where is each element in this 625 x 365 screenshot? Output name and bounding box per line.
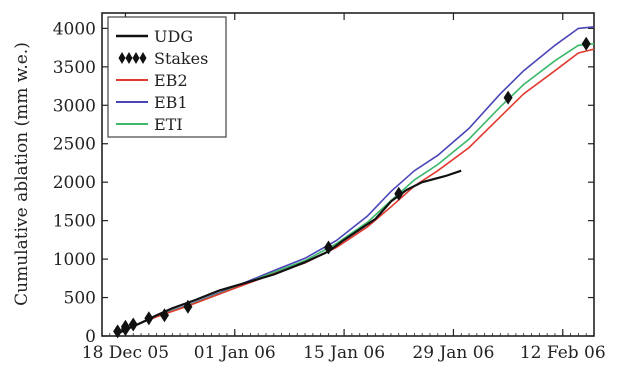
legend-label-eb2: EB2: [154, 71, 188, 90]
y-tick-label: 1500: [53, 212, 96, 232]
y-tick-label: 3000: [53, 96, 96, 116]
y-tick-label: 3500: [53, 58, 96, 78]
legend-label-eb1: EB1: [154, 93, 188, 112]
stake-marker: [503, 90, 513, 105]
x-tick-label: 15 Jan 06: [303, 343, 385, 363]
x-axis-ticks: 18 Dec 05 01 Jan 06 15 Jan 06 29 Jan 06 12 F…: [82, 13, 606, 363]
stake-marker: [183, 299, 193, 314]
y-axis-label: Cumulative ablation (mm w.e.): [12, 42, 32, 306]
y-tick-label: 1000: [53, 250, 96, 270]
stake-marker: [323, 240, 333, 255]
legend-label-stakes: Stakes: [154, 49, 208, 68]
stake-marker: [128, 317, 138, 332]
series-line-eb2: [117, 48, 595, 334]
legend-label-udg: UDG: [154, 27, 193, 46]
legend: UDG Stakes EB2 EB1 ETI: [107, 16, 227, 138]
y-axis-ticks: 0 500 1000 1500 2000 2500 3000 3500 4000: [53, 19, 594, 347]
stake-markers: [113, 36, 591, 339]
y-tick-label: 2000: [53, 173, 96, 193]
stake-marker: [120, 319, 130, 334]
legend-marker-stakes: [139, 52, 147, 64]
stake-marker: [581, 36, 591, 51]
y-tick-label: 2500: [53, 135, 96, 155]
legend-marker-stakes: [125, 52, 133, 64]
stake-marker: [159, 308, 169, 323]
y-tick-label: 4000: [53, 19, 96, 39]
plot-frame: [101, 12, 595, 337]
x-tick-label: 01 Jan 06: [194, 343, 276, 363]
stake-marker: [113, 324, 123, 339]
x-tick-label: 29 Jan 06: [412, 343, 494, 363]
stake-marker: [144, 311, 154, 326]
stake-marker: [394, 186, 404, 201]
series-line-udg: [117, 169, 462, 335]
y-tick-label: 0: [85, 327, 96, 347]
legend-marker-stakes: [118, 52, 126, 64]
y-tick-label: 500: [64, 289, 96, 309]
legend-label-eti: ETI: [154, 115, 183, 134]
x-tick-label: 12 Feb 06: [520, 343, 606, 363]
legend-marker-stakes: [132, 52, 140, 64]
x-tick-label: 18 Dec 05: [82, 343, 169, 363]
series-lines: [117, 26, 595, 335]
